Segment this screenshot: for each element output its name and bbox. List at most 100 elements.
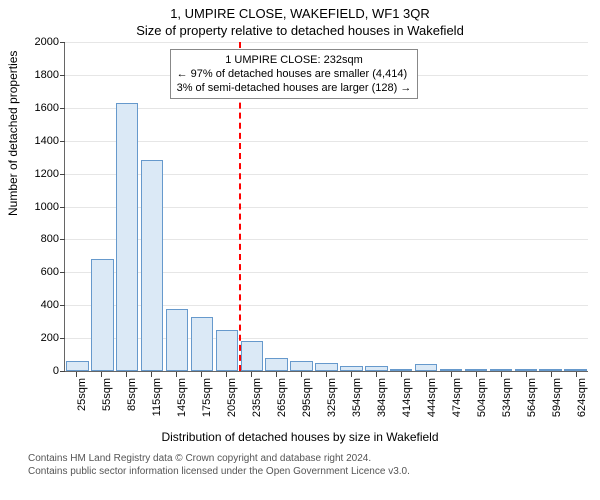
bar-slot — [140, 42, 165, 371]
x-tick-slot: 594sqm — [538, 372, 563, 430]
y-tick-label: 600 — [41, 266, 65, 278]
x-tick-mark — [326, 372, 327, 377]
x-tick-slot: 235sqm — [239, 372, 264, 430]
bar — [340, 366, 362, 371]
bar — [166, 309, 188, 372]
x-tick-slot: 145sqm — [164, 372, 189, 430]
bar — [141, 160, 163, 371]
bar — [116, 103, 138, 371]
bar — [539, 369, 561, 371]
x-tick-slot: 265sqm — [264, 372, 289, 430]
annotation-line-2: ← 97% of detached houses are smaller (4,… — [177, 67, 412, 81]
x-tick-slot: 504sqm — [463, 372, 488, 430]
bar — [216, 330, 238, 371]
x-axis-ticks: 25sqm 55sqm 85sqm 115sqm145sqm 175sqm 205sqm 2… — [64, 372, 588, 430]
x-tick-slot: 295sqm — [289, 372, 314, 430]
y-tick-label: 400 — [41, 299, 65, 311]
x-tick-label: 384sqm — [376, 378, 388, 417]
x-tick-label: 115sqm — [151, 378, 163, 416]
x-tick-label: 175sqm — [201, 378, 213, 417]
x-tick-slot: 115sqm — [139, 372, 164, 430]
y-tick-label: 1000 — [35, 201, 65, 213]
footer-line-2: Contains public sector information licen… — [28, 465, 588, 478]
bar-slot — [538, 42, 563, 371]
x-tick-mark — [76, 372, 77, 377]
x-tick-label: 594sqm — [551, 378, 563, 417]
x-tick-label: 504sqm — [476, 378, 488, 417]
annotation-line-3: 3% of semi-detached houses are larger (1… — [177, 81, 412, 95]
title-main: 1, UMPIRE CLOSE, WAKEFIELD, WF1 3QR — [0, 6, 600, 21]
y-tick-label: 2000 — [35, 36, 65, 48]
x-axis-label: Distribution of detached houses by size … — [0, 430, 600, 444]
bar-slot — [513, 42, 538, 371]
x-tick-label: 354sqm — [351, 378, 363, 417]
x-tick-mark — [551, 372, 552, 377]
title-sub: Size of property relative to detached ho… — [0, 23, 600, 38]
x-tick-slot: 175sqm — [189, 372, 214, 430]
plot-area: 02004006008001000120014001600180020001 U… — [64, 42, 588, 372]
footer-line-1: Contains HM Land Registry data © Crown c… — [28, 452, 588, 465]
x-tick-slot: 205sqm — [214, 372, 239, 430]
x-tick-mark — [351, 372, 352, 377]
bar-slot — [65, 42, 90, 371]
bar — [515, 369, 537, 371]
x-tick-slot: 55sqm — [89, 372, 114, 430]
x-tick-mark — [151, 372, 152, 377]
x-tick-label: 205sqm — [226, 378, 238, 417]
y-tick-label: 200 — [41, 332, 65, 344]
x-tick-label: 534sqm — [501, 378, 513, 417]
bar — [415, 364, 437, 371]
x-tick-mark — [101, 372, 102, 377]
x-tick-slot: 474sqm — [438, 372, 463, 430]
x-tick-mark — [176, 372, 177, 377]
bar — [440, 369, 462, 371]
x-tick-label: 25sqm — [76, 378, 88, 411]
annotation-box: 1 UMPIRE CLOSE: 232sqm← 97% of detached … — [170, 49, 419, 100]
annotation-line-1: 1 UMPIRE CLOSE: 232sqm — [177, 53, 412, 67]
attribution-footer: Contains HM Land Registry data © Crown c… — [28, 452, 588, 478]
x-tick-label: 564sqm — [526, 378, 538, 417]
bar — [241, 341, 263, 371]
bar-slot — [439, 42, 464, 371]
x-tick-mark — [126, 372, 127, 377]
x-tick-label: 444sqm — [426, 378, 438, 417]
y-tick-label: 1200 — [35, 168, 65, 180]
x-tick-slot: 564sqm — [513, 372, 538, 430]
x-tick-label: 265sqm — [276, 378, 288, 417]
x-tick-label: 325sqm — [326, 378, 338, 417]
x-tick-label: 55sqm — [101, 378, 113, 411]
x-tick-mark — [476, 372, 477, 377]
x-tick-label: 624sqm — [576, 378, 588, 417]
bar — [66, 361, 88, 371]
bar — [564, 369, 586, 371]
x-tick-mark — [376, 372, 377, 377]
x-tick-label: 414sqm — [401, 378, 413, 417]
bar-slot — [115, 42, 140, 371]
x-tick-mark — [426, 372, 427, 377]
x-tick-mark — [251, 372, 252, 377]
x-tick-label: 235sqm — [251, 378, 263, 417]
chart-container: 1, UMPIRE CLOSE, WAKEFIELD, WF1 3QR Size… — [0, 6, 600, 500]
x-tick-slot: 624sqm — [563, 372, 588, 430]
bar — [315, 363, 337, 371]
y-tick-label: 1600 — [35, 102, 65, 114]
x-tick-mark — [526, 372, 527, 377]
x-tick-label: 85sqm — [126, 378, 138, 411]
y-tick-label: 1800 — [35, 69, 65, 81]
bar — [490, 369, 512, 371]
x-tick-slot: 444sqm — [413, 372, 438, 430]
bar — [191, 317, 213, 371]
bar — [91, 259, 113, 371]
y-axis-label: Number of detached properties — [6, 51, 20, 216]
x-tick-mark — [576, 372, 577, 377]
x-tick-mark — [226, 372, 227, 377]
bar-slot — [90, 42, 115, 371]
x-tick-slot: 85sqm — [114, 372, 139, 430]
x-tick-mark — [401, 372, 402, 377]
bar-slot — [464, 42, 489, 371]
bar — [365, 366, 387, 371]
x-tick-label: 295sqm — [301, 378, 313, 417]
x-tick-slot: 354sqm — [338, 372, 363, 430]
x-tick-mark — [301, 372, 302, 377]
bar — [465, 369, 487, 371]
